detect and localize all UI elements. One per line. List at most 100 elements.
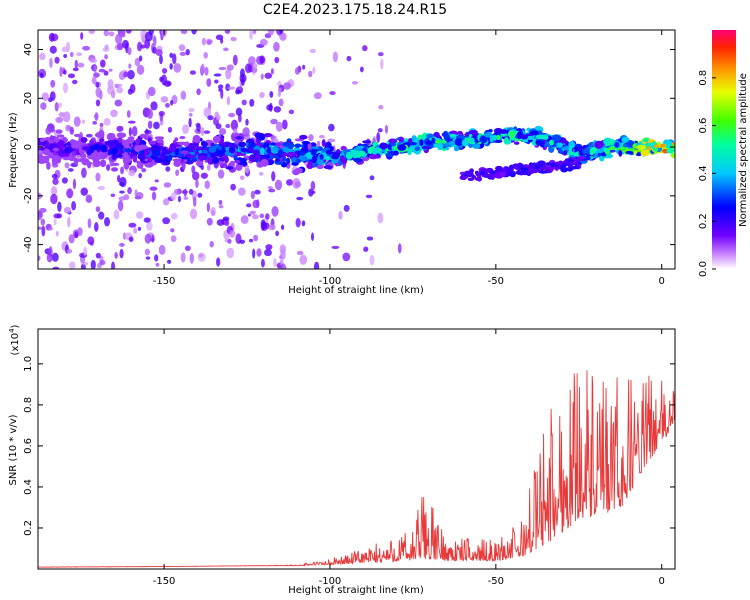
- spectrogram-cell: [99, 59, 106, 68]
- spectrogram-cell: [50, 79, 56, 88]
- spectrogram-cell: [625, 150, 634, 155]
- spectrogram-cell: [48, 32, 55, 42]
- spectrogram-cell: [434, 139, 441, 144]
- spectrogram-cell: [61, 177, 68, 184]
- spectrogram-cell: [397, 243, 402, 254]
- spectrogram-cell: [116, 83, 123, 87]
- spectrogram-cell: [103, 117, 111, 126]
- spectrogram-cell: [41, 225, 46, 237]
- spectrogram-cell: [50, 186, 58, 196]
- spectrogram-cell: [230, 119, 239, 131]
- snr-y-tick-label: 0.8: [23, 397, 34, 413]
- spectrogram-cell: [526, 170, 532, 175]
- colorbar-tick-label: 0.4: [698, 165, 709, 181]
- spectrogram-cell: [417, 134, 422, 141]
- spectrogram-cell: [494, 139, 503, 144]
- spectrogram-cell: [95, 172, 101, 182]
- spectrogram-cell: [97, 185, 105, 190]
- spectrogram-cell: [551, 134, 561, 142]
- spectrogram-cell: [618, 149, 623, 157]
- spectrogram-cell: [52, 147, 60, 152]
- snr-y-tick-label: 0.6: [23, 438, 34, 454]
- spectrogram-cell: [224, 220, 230, 227]
- spectrogram-cell: [147, 108, 153, 120]
- spectrogram-cell: [260, 258, 265, 268]
- spectrogram-cell: [127, 69, 135, 80]
- spectrogram-cell: [274, 161, 284, 165]
- snr-scale-exp: 4: [8, 328, 16, 333]
- spectrogram-cell: [65, 124, 72, 132]
- spectrogram-cell: [475, 172, 482, 177]
- spectrogram-cell: [74, 231, 79, 239]
- spectrogram-cell: [49, 57, 53, 69]
- spectrogram-cell: [72, 67, 79, 72]
- spectrogram-cell: [131, 126, 138, 137]
- spectrogram-cell: [111, 261, 116, 269]
- spectrogram-cell: [144, 162, 154, 168]
- spectrogram-cell: [268, 224, 276, 231]
- spectrogram-cell: [224, 30, 231, 34]
- spectrogram-cell: [358, 150, 366, 156]
- spectrogram-cell: [127, 120, 136, 124]
- spectrogram-cell: [225, 166, 234, 170]
- spectrogram-cell: [259, 92, 265, 99]
- spectrogram-cell: [485, 132, 492, 136]
- colorbar-label: Normalized spectral amplitude: [738, 73, 749, 227]
- spectrogram-cell: [123, 194, 130, 201]
- spectrogram-cell: [154, 254, 159, 262]
- spectrogram-cell: [123, 71, 129, 78]
- spectrogram-x-tick-label: -50: [488, 276, 504, 287]
- spectrogram-cell: [225, 123, 231, 129]
- spectrogram-cell: [542, 166, 550, 170]
- spectrogram-cell: [69, 127, 75, 135]
- spectrogram-cell: [135, 211, 144, 219]
- spectrogram-cell: [310, 180, 316, 191]
- spectrogram-cell: [425, 141, 432, 145]
- spectrogram-cell: [70, 51, 74, 58]
- spectrogram-cell: [307, 160, 313, 167]
- spectrogram-cell: [77, 227, 83, 236]
- spectrogram-cell: [259, 55, 266, 64]
- spectrogram-cell: [252, 149, 260, 155]
- spectrogram-cell: [329, 146, 334, 152]
- spectrogram-cell: [148, 140, 157, 145]
- spectrogram-cell: [311, 146, 320, 150]
- spectrogram-y-ticks: -40 -20 0 20 40: [23, 43, 675, 253]
- spectrogram-cell: [189, 70, 196, 75]
- snr-y-scale-label: (x104): [8, 324, 21, 355]
- spectrogram-cell: [191, 30, 197, 35]
- spectrogram-cell: [398, 136, 405, 142]
- spectrogram-cell: [299, 151, 307, 156]
- spectrogram-cell: [374, 147, 382, 153]
- spectrogram-cell: [154, 149, 161, 157]
- spectrogram-cell: [376, 132, 381, 143]
- spectrogram-cell: [311, 190, 316, 194]
- spectrogram-cell: [208, 147, 217, 153]
- spectrogram-cell: [195, 179, 199, 188]
- spectrogram-cell: [70, 143, 81, 149]
- spectrogram-cell: [647, 145, 651, 151]
- spectrogram-cell: [200, 127, 205, 137]
- spectrogram-cell: [51, 156, 62, 164]
- spectrogram-cell: [146, 221, 153, 231]
- snr-series-line: [38, 370, 675, 568]
- spectrogram-cell: [316, 140, 321, 147]
- spectrogram-cell: [134, 57, 141, 67]
- spectrogram-cell: [196, 122, 201, 132]
- spectrogram-cell: [461, 139, 469, 147]
- spectrogram-cell: [264, 72, 273, 79]
- spectrogram-cell: [103, 30, 109, 37]
- spectrogram-cell: [117, 200, 124, 212]
- spectrogram-cell: [238, 141, 247, 148]
- spectrogram-cell: [385, 153, 394, 158]
- spectrogram-cell: [621, 136, 630, 143]
- snr-y-tick-label: 0.4: [23, 479, 34, 495]
- spectrogram-cell: [144, 248, 150, 256]
- spectrogram-cell: [223, 47, 229, 52]
- spectrogram-cell: [279, 32, 287, 41]
- spectrogram-cell: [426, 133, 434, 139]
- spectrogram-cell: [259, 38, 268, 46]
- spectrogram-cell: [509, 132, 515, 138]
- spectrogram-cell: [535, 139, 545, 146]
